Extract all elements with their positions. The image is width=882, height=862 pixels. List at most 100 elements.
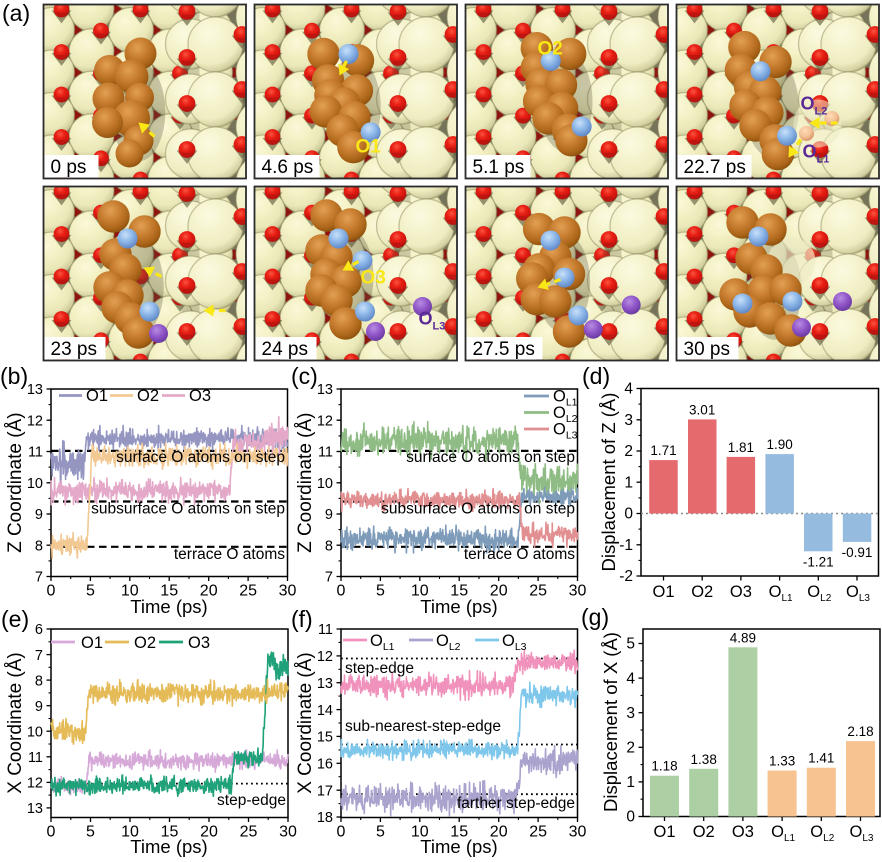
svg-text:0: 0 [47, 824, 56, 841]
svg-text:step-edge: step-edge [345, 660, 414, 677]
svg-text:X Coordinate (Å): X Coordinate (Å) [295, 652, 316, 794]
svg-text:20: 20 [490, 583, 508, 600]
svg-text:16: 16 [317, 757, 333, 773]
svg-text:4.6 ps: 4.6 ps [262, 157, 314, 178]
svg-text:10: 10 [411, 824, 429, 841]
svg-text:12: 12 [27, 413, 43, 429]
svg-text:8: 8 [35, 673, 43, 689]
svg-text:O2: O2 [137, 387, 159, 405]
svg-text:O2: O2 [693, 823, 715, 841]
svg-text:30: 30 [569, 824, 587, 841]
svg-text:9: 9 [35, 507, 43, 523]
svg-text:9: 9 [325, 507, 333, 523]
svg-text:-1: -1 [619, 537, 633, 554]
svg-text:11: 11 [28, 445, 43, 461]
svg-text:7: 7 [35, 570, 43, 586]
svg-text:10: 10 [411, 583, 429, 600]
svg-text:sub-nearest-step-edge: sub-nearest-step-edge [345, 718, 501, 735]
svg-text:0: 0 [626, 809, 635, 826]
svg-text:24 ps: 24 ps [262, 339, 308, 360]
svg-text:14: 14 [317, 703, 333, 719]
svg-text:Time (ps): Time (ps) [130, 596, 207, 617]
svg-text:15: 15 [160, 583, 178, 600]
svg-text:surface O atoms on step: surface O atoms on step [406, 449, 575, 466]
svg-text:O3: O3 [730, 583, 752, 601]
svg-text:farther step-edge: farther step-edge [457, 795, 575, 812]
svg-text:O3: O3 [189, 387, 211, 405]
svg-text:1.81: 1.81 [728, 440, 754, 455]
svg-text:10: 10 [121, 583, 139, 600]
svg-text:O3: O3 [732, 823, 754, 841]
svg-text:1.41: 1.41 [808, 751, 834, 766]
svg-text:(c): (c) [291, 363, 318, 389]
svg-text:11: 11 [318, 445, 333, 461]
svg-text:18: 18 [317, 810, 333, 826]
svg-text:terrace O atoms: terrace O atoms [464, 546, 575, 563]
svg-text:Time (ps): Time (ps) [420, 596, 497, 617]
svg-text:O2: O2 [691, 583, 713, 601]
svg-text:8: 8 [35, 539, 43, 555]
svg-text:1.18: 1.18 [651, 759, 677, 774]
svg-text:5: 5 [86, 583, 95, 600]
svg-text:(g): (g) [581, 604, 609, 630]
svg-text:4.89: 4.89 [730, 630, 756, 645]
svg-text:O3: O3 [361, 268, 386, 289]
svg-text:O1: O1 [86, 387, 108, 405]
svg-text:2: 2 [626, 740, 635, 757]
svg-text:5: 5 [626, 636, 635, 653]
svg-text:10: 10 [317, 476, 333, 492]
svg-text:30 ps: 30 ps [684, 339, 730, 360]
svg-text:3: 3 [624, 412, 633, 429]
svg-text:O2: O2 [538, 39, 563, 60]
svg-text:25: 25 [529, 824, 547, 841]
svg-text:-1.21: -1.21 [803, 554, 834, 569]
svg-text:30: 30 [279, 583, 297, 600]
svg-text:22.7 ps: 22.7 ps [684, 157, 746, 178]
svg-text:Z Coordinate (Å): Z Coordinate (Å) [5, 412, 26, 552]
svg-text:15: 15 [450, 583, 468, 600]
svg-text:Displacement of Z (Å): Displacement of Z (Å) [598, 393, 619, 572]
svg-text:0: 0 [47, 583, 56, 600]
svg-text:4: 4 [626, 670, 635, 687]
svg-text:10: 10 [27, 476, 43, 492]
svg-text:O1: O1 [356, 137, 382, 158]
svg-text:1: 1 [626, 774, 635, 791]
svg-text:(e): (e) [1, 606, 29, 632]
svg-text:1.71: 1.71 [650, 443, 676, 458]
svg-text:30: 30 [279, 824, 297, 841]
svg-text:(f): (f) [291, 606, 313, 632]
svg-text:15: 15 [161, 824, 179, 841]
svg-text:0 ps: 0 ps [51, 157, 87, 178]
svg-text:13: 13 [27, 801, 43, 817]
svg-text:O1: O1 [652, 583, 674, 601]
svg-text:O2: O2 [134, 634, 156, 652]
svg-text:Time (ps): Time (ps) [130, 836, 207, 857]
svg-text:13: 13 [317, 382, 333, 398]
svg-text:15: 15 [450, 824, 468, 841]
svg-text:-0.91: -0.91 [842, 545, 873, 560]
svg-text:(a): (a) [2, 0, 30, 26]
svg-text:Time (ps): Time (ps) [420, 836, 497, 857]
svg-text:X Coordinate (Å): X Coordinate (Å) [5, 652, 26, 794]
svg-text:5.1 ps: 5.1 ps [473, 157, 525, 178]
svg-text:9: 9 [35, 699, 43, 715]
svg-text:7: 7 [325, 570, 333, 586]
svg-text:12: 12 [27, 776, 43, 792]
svg-text:25: 25 [240, 824, 258, 841]
svg-text:1.38: 1.38 [691, 752, 717, 767]
svg-text:3: 3 [626, 705, 635, 722]
svg-text:12: 12 [317, 413, 333, 429]
svg-text:23 ps: 23 ps [51, 339, 97, 360]
svg-text:0: 0 [337, 824, 346, 841]
svg-text:20: 20 [200, 583, 218, 600]
svg-text:3.01: 3.01 [689, 402, 715, 417]
svg-text:12: 12 [317, 649, 333, 665]
svg-text:8: 8 [325, 539, 333, 555]
svg-text:13: 13 [27, 382, 43, 398]
svg-text:O1: O1 [81, 634, 103, 652]
svg-text:step-edge: step-edge [217, 792, 286, 809]
svg-text:10: 10 [121, 824, 139, 841]
svg-text:(d): (d) [582, 363, 610, 389]
svg-text:1.33: 1.33 [769, 754, 795, 769]
svg-text:O1: O1 [653, 823, 675, 841]
